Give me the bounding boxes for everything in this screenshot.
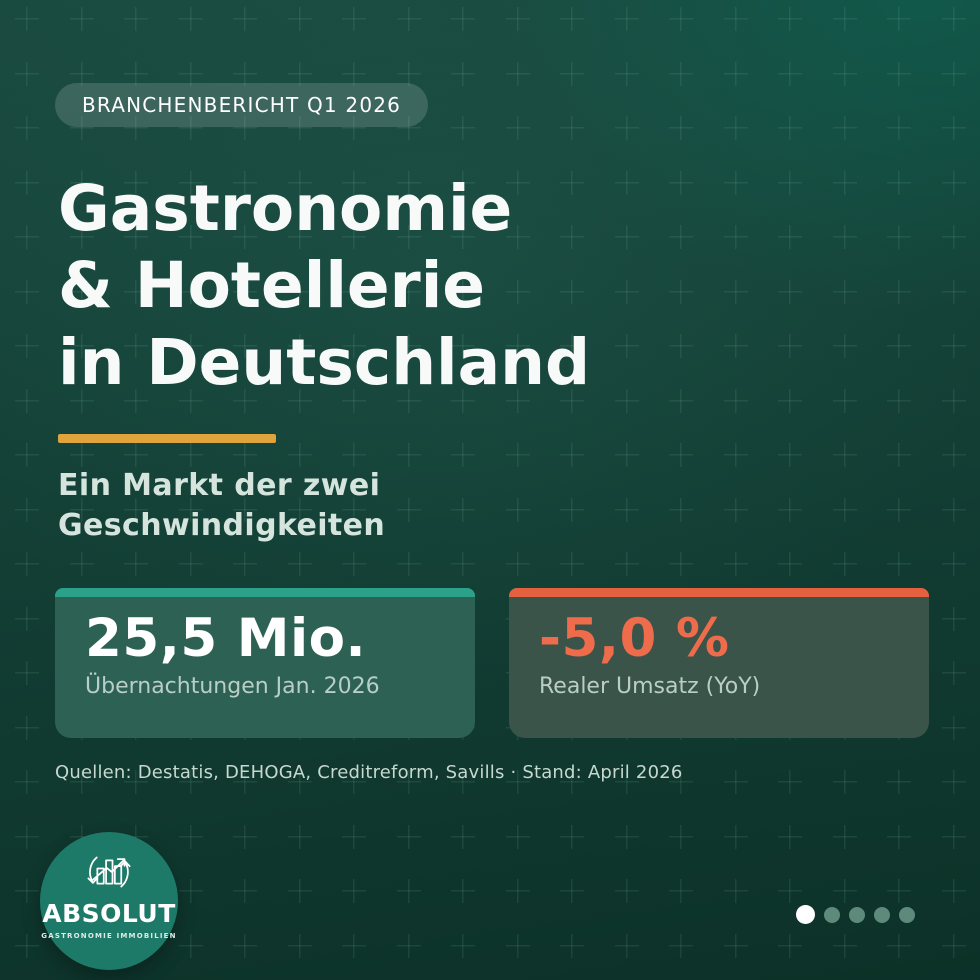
report-badge-label: BRANCHENBERICHT Q1 2026 (82, 93, 402, 117)
page-title: Gastronomie & Hotellerie in Deutschland (58, 172, 591, 399)
stat-accent-bar (55, 588, 475, 597)
stat-card-overnight-stays: 25,5 Mio. Übernachtungen Jan. 2026 (55, 588, 475, 738)
report-badge: BRANCHENBERICHT Q1 2026 (55, 83, 429, 127)
logo-name: ABSOLUT (42, 899, 176, 928)
stats-row: 25,5 Mio. Übernachtungen Jan. 2026 -5,0 … (55, 588, 929, 738)
carousel-pagination (796, 905, 915, 924)
pagination-dot[interactable] (899, 906, 915, 923)
stat-label: Übernachtungen Jan. 2026 (85, 674, 380, 700)
stat-value: -5,0 % (539, 608, 730, 669)
stat-label: Realer Umsatz (YoY) (539, 674, 761, 700)
sources-line: Quellen: Destatis, DEHOGA, Creditreform,… (55, 762, 683, 783)
pagination-dot[interactable] (849, 906, 865, 923)
logo-chart-growth-cycle-icon (87, 856, 131, 888)
logo-tagline: GASTRONOMIE IMMOBILIEN (41, 931, 177, 940)
title-divider (58, 434, 276, 443)
page-subtitle: Ein Markt der zwei Geschwindigkeiten (58, 468, 386, 543)
stat-accent-bar (509, 588, 929, 597)
logo-badge: ABSOLUT GASTRONOMIE IMMOBILIEN (40, 832, 178, 970)
stat-card-body: -5,0 % Realer Umsatz (YoY) (509, 597, 929, 700)
pagination-dot[interactable] (874, 906, 890, 923)
pagination-dot[interactable] (796, 905, 815, 924)
pagination-dot[interactable] (824, 906, 840, 923)
stat-card-body: 25,5 Mio. Übernachtungen Jan. 2026 (55, 597, 475, 700)
stat-card-real-revenue: -5,0 % Realer Umsatz (YoY) (509, 588, 929, 738)
stat-value: 25,5 Mio. (85, 608, 367, 669)
